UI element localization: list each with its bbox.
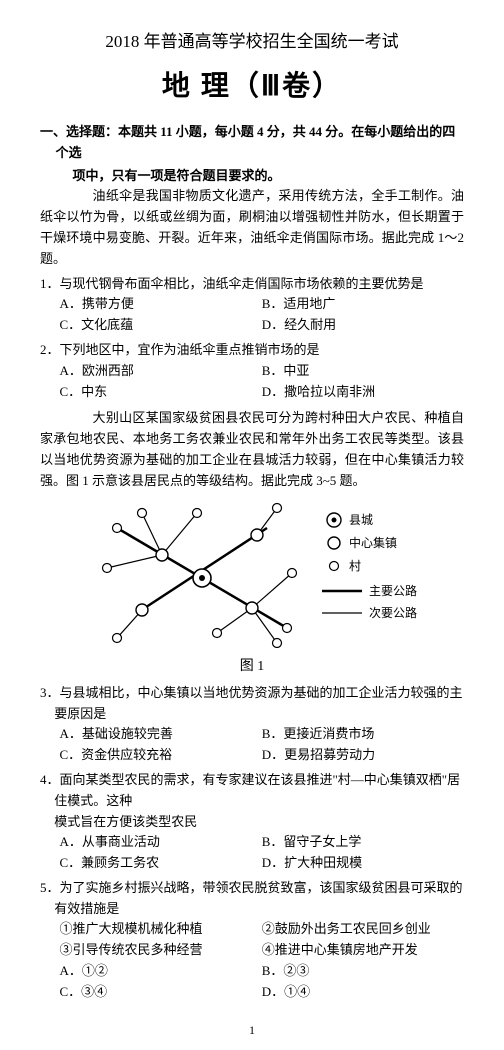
q2-option-b: B．中亚 [262, 361, 464, 382]
q3-stem: 3．与县城相比，中心集镇以当地优势资源为基础的加工企业活力较强的主要原因是 [40, 683, 464, 725]
q4-stem-line1: 4．面向某类型农民的需求，有专家建议在该县推进"村—中心集镇双栖"居住模式。这种 [40, 770, 464, 812]
figure-1: 县城 中心集镇 村 主要公路 次要公路 图 1 [40, 498, 464, 679]
q5-stem: 5．为了实施乡村振兴战略，带领农民脱贫致富，该国家级贫困县可采取的有效措施是 [40, 878, 464, 920]
passage-2: 大别山区某国家级贫困县农民可分为跨村种田大户农民、种植自家承包地农民、本地务工务… [40, 408, 464, 491]
legend-minorroad-label: 次要公路 [369, 605, 417, 620]
q1-option-c: C．文化底蕴 [60, 315, 262, 336]
q4-stem-line2: 模式旨在方便该类型农民 [40, 812, 464, 833]
q1-option-b: B．适用地广 [262, 294, 464, 315]
legend: 县城 中心集镇 村 主要公路 次要公路 [322, 513, 417, 620]
question-2: 2．下列地区中，宜作为油纸伞重点推销市场的是 A．欧洲西部 B．中亚 C．中东 … [40, 340, 464, 402]
q1-option-a: A．携带方便 [60, 294, 262, 315]
q2-option-a: A．欧洲西部 [60, 361, 262, 382]
q5-option-a: A．①② [60, 961, 262, 982]
q3-option-d: D．更易招募劳动力 [262, 745, 464, 766]
q1-stem: 1．与现代钢骨布面伞相比，油纸伞走俏国际市场依赖的主要优势是 [40, 274, 464, 295]
q1-option-d: D．经久耐用 [262, 315, 464, 336]
exam-year-title: 2018 年普通高等学校招生全国统一考试 [40, 28, 464, 55]
question-4: 4．面向某类型农民的需求，有专家建议在该县推进"村—中心集镇双栖"居住模式。这种… [40, 770, 464, 874]
q3-option-b: B．更接近消费市场 [262, 724, 464, 745]
q5-item-4: ④推进中心集镇房地产开发 [262, 940, 464, 961]
figure-1-svg: 县城 中心集镇 村 主要公路 次要公路 [87, 498, 417, 648]
section-heading-line1: 一、选择题：本题共 11 小题，每小题 4 分，共 44 分。在每小题给出的四个… [40, 122, 464, 164]
legend-county-label: 县城 [349, 513, 373, 527]
legend-mainroad-label: 主要公路 [369, 583, 417, 598]
question-5: 5．为了实施乡村振兴战略，带领农民脱贫致富，该国家级贫困县可采取的有效措施是 ①… [40, 878, 464, 1003]
q2-stem: 2．下列地区中，宜作为油纸伞重点推销市场的是 [40, 340, 464, 361]
q2-option-c: C．中东 [60, 382, 262, 403]
section-heading-line2: 项中，只有一项是符合题目要求的。 [40, 166, 464, 187]
page-number: 1 [40, 1021, 464, 1040]
q4-option-a: A．从事商业活动 [60, 832, 262, 853]
q4-option-b: B．留守子女上学 [262, 832, 464, 853]
q5-option-c: C．③④ [60, 982, 262, 1003]
q4-option-d: D．扩大种田规模 [262, 853, 464, 874]
figure-1-caption: 图 1 [40, 656, 464, 678]
q5-item-3: ③引导传统农民多种经营 [60, 940, 262, 961]
q2-option-d: D．撒哈拉以南非洲 [262, 382, 464, 403]
q5-option-d: D．①④ [262, 982, 464, 1003]
q3-option-c: C．资金供应较充裕 [60, 745, 262, 766]
q5-option-b: B．②③ [262, 961, 464, 982]
subject-title: 地 理（Ⅲ卷） [40, 65, 464, 110]
q5-item-1: ①推广大规模机械化种植 [60, 919, 262, 940]
q4-option-c: C．兼顾务工务农 [60, 853, 262, 874]
legend-village-label: 村 [349, 559, 361, 573]
passage-1: 油纸伞是我国非物质文化遗产，采用传统方法，全手工制作。油纸伞以竹为骨，以纸或丝绸… [40, 186, 464, 269]
q5-item-2: ②鼓励外出务工农民回乡创业 [262, 919, 464, 940]
question-3: 3．与县城相比，中心集镇以当地优势资源为基础的加工企业活力较强的主要原因是 A．… [40, 683, 464, 766]
q3-option-a: A．基础设施较完善 [60, 724, 262, 745]
question-1: 1．与现代钢骨布面伞相比，油纸伞走俏国际市场依赖的主要优势是 A．携带方便 B．… [40, 274, 464, 336]
legend-town-label: 中心集镇 [349, 535, 397, 550]
